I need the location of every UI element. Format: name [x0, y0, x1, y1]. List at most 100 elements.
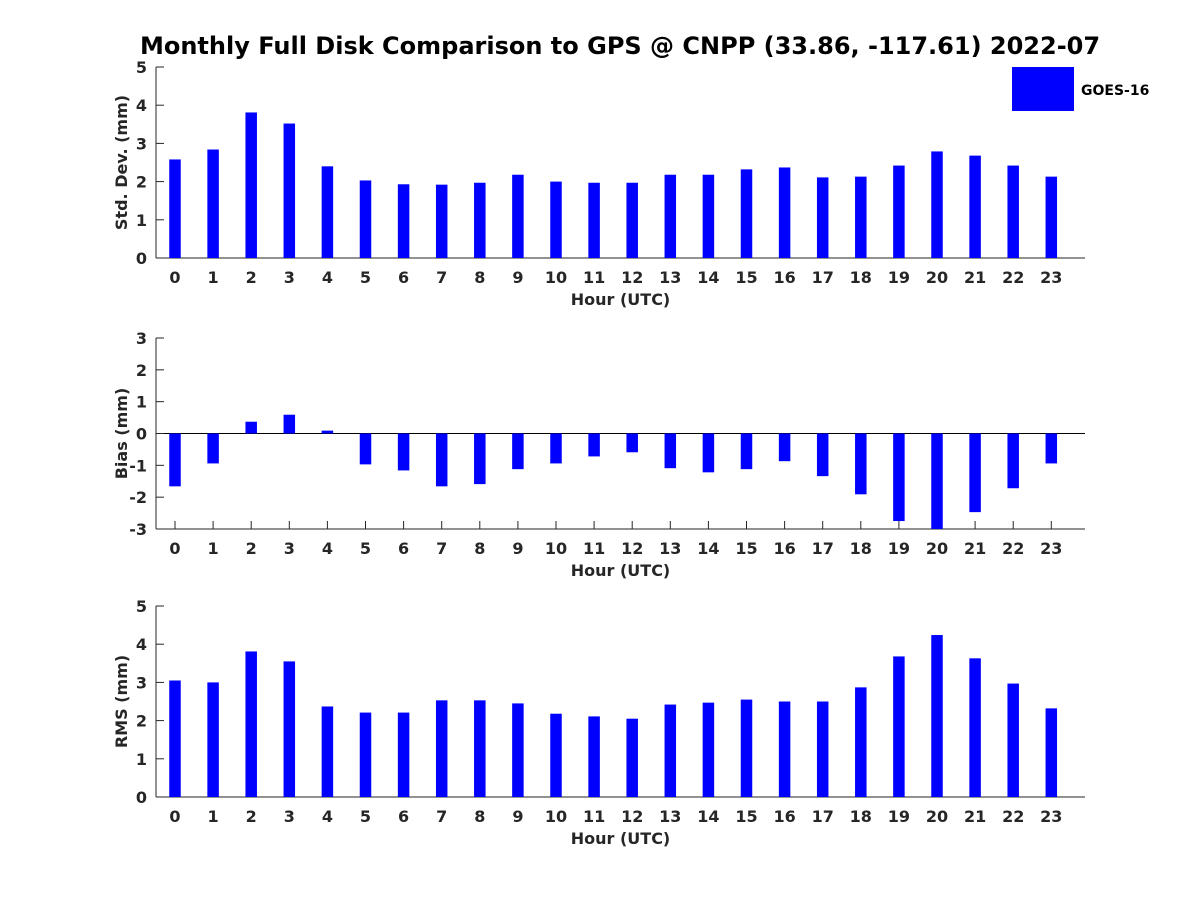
x-tick-label: 3: [284, 539, 295, 558]
x-tick-label: 8: [474, 268, 485, 287]
x-tick-label: 10: [545, 539, 567, 558]
bar: [512, 433, 524, 470]
bar: [588, 716, 600, 797]
bar: [969, 433, 981, 513]
bar: [931, 151, 943, 258]
x-tick-label: 6: [398, 539, 409, 558]
x-tick-label: 13: [659, 268, 681, 287]
y-tick-label: 0: [136, 425, 147, 444]
bar: [1007, 165, 1019, 258]
x-tick-label: 14: [697, 268, 719, 287]
x-tick-label: 4: [322, 268, 333, 287]
bar: [893, 165, 905, 258]
x-tick-label: 2: [246, 268, 257, 287]
bar: [283, 123, 296, 258]
x-tick-label: 9: [512, 268, 523, 287]
x-tick-label: 2: [246, 539, 257, 558]
bar: [245, 112, 257, 258]
bar: [626, 433, 638, 453]
bar: [169, 159, 181, 258]
bar: [321, 706, 334, 797]
x-tick-label: 22: [1002, 268, 1024, 287]
bar: [816, 433, 829, 477]
bar: [169, 433, 181, 487]
x-tick-label: 20: [926, 268, 948, 287]
bar: [435, 700, 448, 797]
bar: [207, 682, 219, 797]
y-tick-label: 0: [136, 249, 147, 268]
x-tick-label: 0: [169, 539, 180, 558]
x-tick-label: 21: [964, 268, 986, 287]
bar: [778, 167, 791, 258]
x-tick-label: 6: [398, 268, 409, 287]
bar: [893, 433, 905, 522]
x-tick-label: 19: [888, 268, 910, 287]
x-tick-label: 19: [888, 807, 910, 826]
x-axis-label: Hour (UTC): [571, 829, 671, 848]
bar: [1045, 433, 1058, 464]
x-tick-label: 16: [773, 268, 795, 287]
y-tick-label: -1: [129, 456, 147, 475]
bar: [702, 702, 715, 797]
bar: [474, 182, 486, 258]
x-tick-label: 5: [360, 539, 371, 558]
bar: [397, 712, 410, 797]
y-tick-label: 1: [136, 211, 147, 230]
bar: [664, 174, 677, 258]
y-tick-label: 2: [136, 173, 147, 192]
y-tick-label: 5: [136, 597, 147, 616]
legend-swatch-goes16: [1012, 67, 1074, 111]
bar: [283, 414, 296, 434]
bar: [1045, 708, 1058, 797]
x-tick-label: 10: [545, 268, 567, 287]
y-tick-label: 2: [136, 712, 147, 731]
bar: [474, 700, 486, 797]
x-tick-label: 0: [169, 807, 180, 826]
x-tick-label: 23: [1040, 539, 1062, 558]
y-tick-label: -2: [129, 488, 147, 507]
bar: [435, 184, 448, 258]
bar: [169, 680, 181, 797]
bar: [588, 182, 600, 258]
x-tick-label: 11: [583, 539, 605, 558]
x-tick-label: 18: [850, 539, 872, 558]
x-tick-label: 11: [583, 807, 605, 826]
x-tick-label: 15: [735, 539, 757, 558]
x-tick-label: 7: [436, 268, 447, 287]
x-tick-label: 12: [621, 539, 643, 558]
x-tick-label: 13: [659, 807, 681, 826]
bar: [664, 704, 677, 797]
x-tick-label: 17: [812, 807, 834, 826]
y-axis-label: RMS (mm): [112, 655, 131, 748]
bar: [740, 699, 753, 797]
x-axis-label: Hour (UTC): [571, 561, 671, 580]
bar: [512, 703, 524, 797]
y-tick-label: 3: [136, 134, 147, 153]
x-tick-label: 22: [1002, 807, 1024, 826]
x-tick-label: 23: [1040, 807, 1062, 826]
x-tick-label: 14: [697, 807, 719, 826]
bar: [969, 155, 981, 258]
bar: [512, 174, 524, 258]
bar: [816, 177, 829, 258]
y-tick-label: 5: [136, 58, 147, 77]
bar: [702, 174, 715, 258]
x-tick-label: 10: [545, 807, 567, 826]
bar: [1007, 433, 1019, 489]
bar: [359, 180, 372, 258]
bar: [359, 433, 372, 465]
x-tick-label: 5: [360, 807, 371, 826]
bar: [893, 656, 905, 797]
x-tick-label: 2: [246, 807, 257, 826]
bar: [931, 433, 943, 529]
bar: [855, 687, 867, 797]
bar: [550, 181, 562, 258]
bar: [931, 635, 943, 797]
bar: [855, 433, 867, 495]
x-tick-label: 20: [926, 539, 948, 558]
bar: [283, 661, 296, 797]
x-tick-label: 16: [773, 539, 795, 558]
